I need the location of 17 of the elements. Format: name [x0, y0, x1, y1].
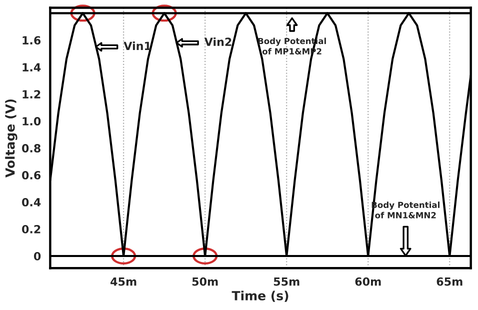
y-tick-label: 1.6: [22, 36, 41, 45]
x-tick-label: 45m: [110, 278, 136, 286]
y-tick-label: 1.0: [22, 117, 41, 126]
x-tick-label: 65m: [436, 277, 462, 286]
y-axis-title: Voltage (V): [5, 99, 18, 178]
x-tick-label: 50m: [192, 277, 218, 286]
x-tick-label: 55m: [274, 278, 300, 286]
x-tick-label: 60m: [355, 277, 381, 286]
y-tick-label: 0.4: [22, 198, 41, 206]
y-tick-label: 0.2: [22, 224, 40, 234]
y-tick-label: 0.6: [22, 171, 41, 180]
x-axis-title: Time (s): [232, 290, 288, 302]
y-tick-label: 0: [34, 252, 41, 260]
y-tick-label: 1.4: [22, 63, 41, 72]
annotation: Vin2: [204, 37, 232, 46]
y-tick-label: 1.2: [22, 90, 40, 98]
y-tick-label: 0.8: [22, 144, 40, 152]
